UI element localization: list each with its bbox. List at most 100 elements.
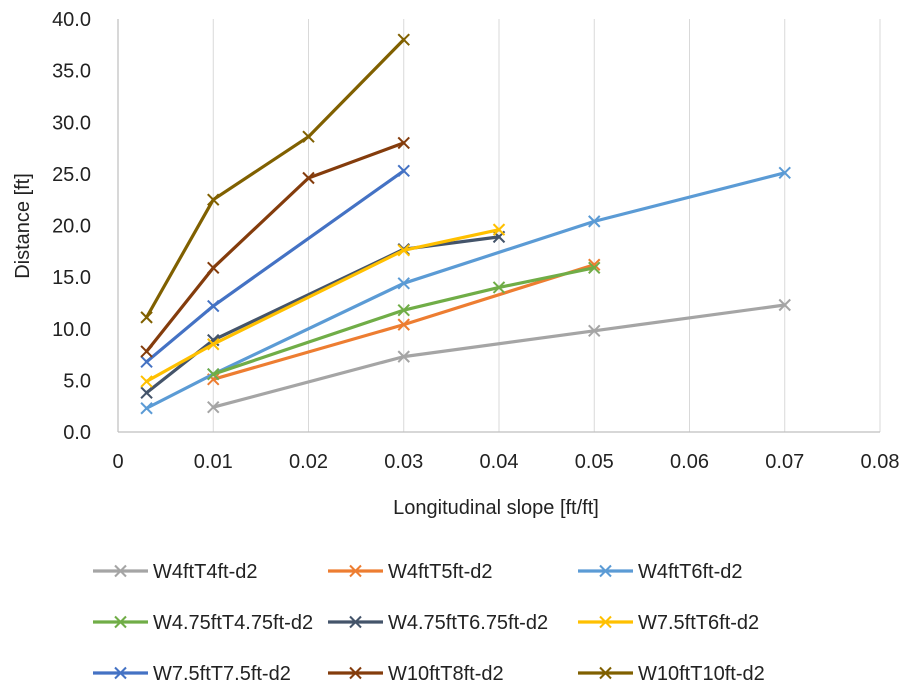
series-line bbox=[211, 266, 596, 376]
marker-stroke bbox=[599, 564, 612, 578]
x-tick-label: 0.07 bbox=[765, 451, 804, 473]
series-2 bbox=[140, 166, 791, 415]
data-point bbox=[140, 345, 153, 358]
x-tick-label: 0.06 bbox=[670, 451, 709, 473]
y-tick-label: 30.0 bbox=[52, 112, 91, 134]
marker-stroke bbox=[349, 564, 362, 578]
marker-stroke bbox=[588, 215, 601, 228]
series-3 bbox=[207, 261, 601, 381]
legend-marker bbox=[349, 564, 362, 578]
legend-marker bbox=[114, 615, 127, 629]
marker-stroke bbox=[588, 261, 601, 275]
data-point bbox=[588, 215, 601, 228]
plot-area bbox=[140, 33, 791, 415]
marker-stroke bbox=[207, 333, 220, 347]
data-point bbox=[397, 277, 410, 290]
legend-marker bbox=[599, 666, 612, 680]
data-point bbox=[397, 244, 410, 257]
marker-stroke bbox=[599, 666, 612, 680]
data-point bbox=[302, 171, 315, 185]
legend-item: W4.75ftT6.75ft-d2 bbox=[328, 612, 548, 634]
data-point bbox=[140, 355, 153, 368]
x-tick-label: 0.01 bbox=[194, 451, 233, 473]
legend-label: W7.5ftT7.5ft-d2 bbox=[153, 663, 291, 685]
data-point bbox=[397, 303, 410, 317]
y-axis-title: Distance [ft] bbox=[12, 173, 34, 279]
legend: W4ftT4ft-d2 W4ftT5ft-d2 W4ftT6ft-d2 W4.75ft… bbox=[93, 561, 765, 685]
data-point bbox=[207, 261, 220, 275]
data-point bbox=[207, 338, 220, 351]
marker-stroke bbox=[207, 401, 220, 414]
marker-stroke bbox=[207, 193, 220, 206]
data-point bbox=[140, 311, 153, 324]
data-point bbox=[492, 223, 506, 236]
x-axis-title: Longitudinal slope [ft/ft] bbox=[393, 497, 599, 519]
marker-stroke bbox=[349, 615, 362, 629]
legend-label: W4.75ftT6.75ft-d2 bbox=[388, 612, 548, 634]
legend-label: W7.5ftT6ft-d2 bbox=[638, 612, 759, 634]
series-4 bbox=[140, 230, 506, 399]
data-point bbox=[207, 193, 220, 206]
data-point bbox=[588, 261, 601, 275]
data-point bbox=[397, 318, 410, 331]
series-line bbox=[144, 228, 501, 384]
marker-stroke bbox=[207, 338, 220, 351]
x-tick-label: 0.03 bbox=[384, 451, 423, 473]
data-point bbox=[140, 402, 153, 415]
legend-label: W10ftT10ft-d2 bbox=[638, 663, 765, 685]
legend-marker bbox=[114, 666, 127, 680]
data-point bbox=[588, 324, 601, 338]
legend-marker bbox=[349, 666, 362, 680]
legend-item: W4ftT5ft-d2 bbox=[328, 561, 492, 583]
marker-stroke bbox=[397, 318, 410, 331]
x-tick-label: 0.04 bbox=[480, 451, 519, 473]
y-tick-label: 5.0 bbox=[63, 370, 91, 392]
marker-stroke bbox=[778, 166, 791, 180]
legend-item: W10ftT8ft-d2 bbox=[328, 663, 504, 685]
marker-stroke bbox=[302, 171, 315, 185]
marker-stroke bbox=[114, 615, 127, 629]
legend-item: W7.5ftT7.5ft-d2 bbox=[93, 663, 291, 685]
legend-label: W4ftT5ft-d2 bbox=[388, 561, 492, 583]
legend-label: W4.75ftT4.75ft-d2 bbox=[153, 612, 313, 634]
x-tick-label: 0.05 bbox=[575, 451, 614, 473]
marker-stroke bbox=[207, 373, 220, 386]
marker-stroke bbox=[140, 402, 153, 415]
data-point bbox=[492, 281, 506, 294]
marker-stroke bbox=[397, 277, 410, 290]
marker-stroke bbox=[397, 244, 410, 257]
data-point bbox=[207, 401, 220, 414]
marker-stroke bbox=[207, 261, 220, 275]
marker-stroke bbox=[140, 386, 153, 399]
y-tick-label: 15.0 bbox=[52, 267, 91, 289]
series-7 bbox=[140, 136, 410, 358]
marker-stroke bbox=[397, 33, 410, 46]
y-tick-label: 10.0 bbox=[52, 319, 91, 341]
marker-stroke bbox=[140, 355, 153, 368]
marker-stroke bbox=[492, 223, 506, 236]
y-tick-label: 20.0 bbox=[52, 216, 91, 238]
marker-stroke bbox=[397, 303, 410, 317]
series-line bbox=[144, 38, 406, 319]
data-point bbox=[207, 299, 220, 313]
y-tick-label: 40.0 bbox=[52, 9, 91, 31]
marker-stroke bbox=[114, 564, 127, 578]
series-line bbox=[144, 141, 406, 354]
y-tick-label: 0.0 bbox=[63, 422, 91, 444]
marker-stroke bbox=[140, 345, 153, 358]
data-point bbox=[207, 367, 220, 381]
marker-stroke bbox=[114, 666, 127, 680]
legend-label: W10ftT8ft-d2 bbox=[388, 663, 504, 685]
legend-label: W4ftT4ft-d2 bbox=[153, 561, 257, 583]
marker-stroke bbox=[302, 130, 315, 143]
marker-stroke bbox=[207, 367, 220, 381]
series-line bbox=[144, 235, 501, 395]
legend-marker bbox=[599, 564, 612, 578]
data-point bbox=[140, 386, 153, 399]
axes: 0 0.01 0.02 0.03 0.04 0.05 0.06 0.07 0.08 0.0 5.0 1… bbox=[52, 9, 899, 473]
marker-stroke bbox=[140, 375, 153, 388]
data-point bbox=[397, 136, 410, 150]
marker-stroke bbox=[397, 164, 410, 177]
legend-item: W10ftT10ft-d2 bbox=[578, 663, 765, 685]
